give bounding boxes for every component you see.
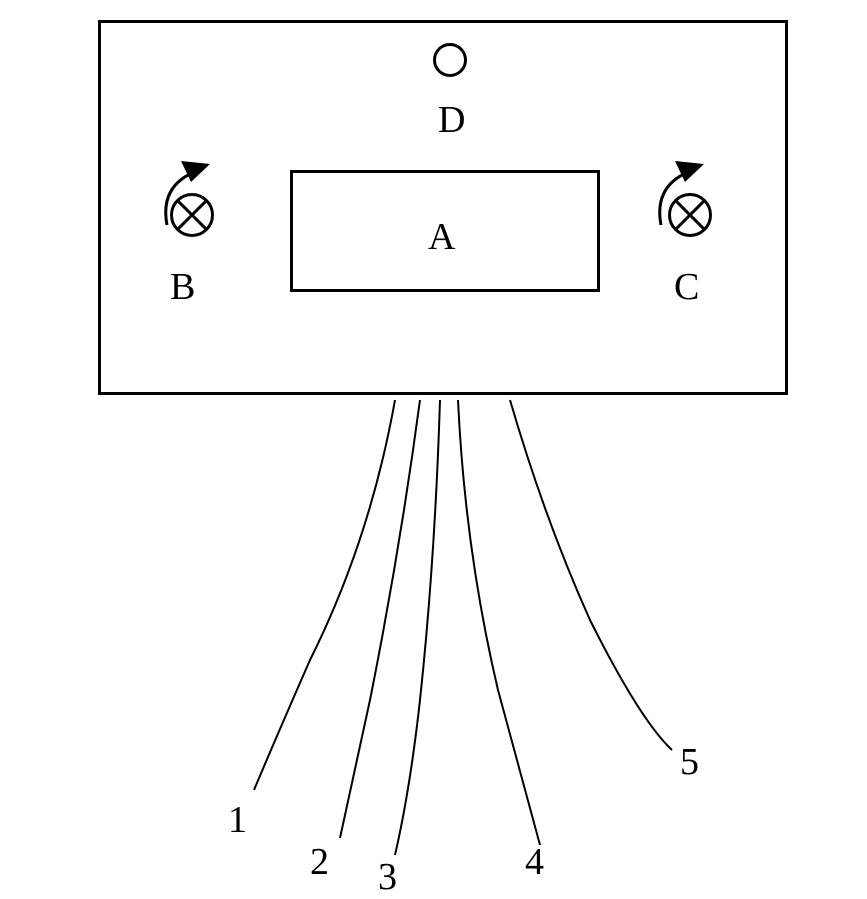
label-wire-4: 4	[525, 840, 544, 884]
left-arc-arrowhead	[181, 161, 210, 182]
label-wire-1: 1	[228, 798, 247, 842]
wire-1	[254, 400, 395, 790]
wire-2	[340, 400, 420, 838]
wires-group	[254, 400, 672, 855]
wire-4	[458, 400, 540, 845]
right-arc-arrowhead	[675, 161, 704, 182]
left-arc-arrow-path	[166, 173, 192, 225]
label-wire-3: 3	[378, 855, 397, 899]
label-wire-2: 2	[310, 840, 329, 884]
right-arc-arrow-path	[660, 173, 686, 225]
wire-3	[395, 400, 440, 855]
wire-5	[510, 400, 672, 750]
diagram-svg	[0, 0, 867, 895]
label-wire-5: 5	[680, 740, 699, 784]
